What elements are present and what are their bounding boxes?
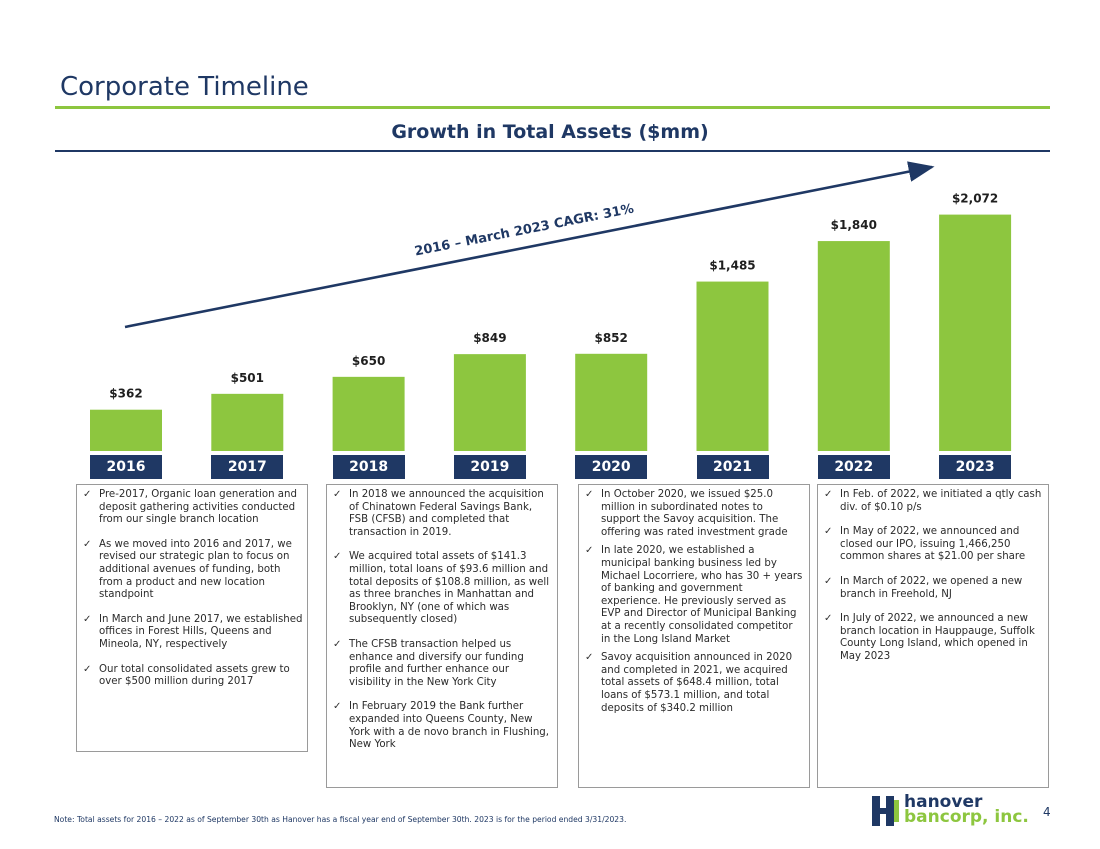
timeline-column-2016-2017: ✓ Pre-2017, Organic loan generation and d… <box>76 484 308 752</box>
bar-2023 <box>939 214 1012 451</box>
bar-value-label: $650 <box>352 354 385 368</box>
page-number: 4 <box>1043 805 1051 819</box>
bar-value-label: $1,485 <box>709 259 755 273</box>
timeline-bullet-text: Savoy acquisition announced in 2020 and … <box>601 652 793 714</box>
year-tab-2019: 2019 <box>453 455 526 479</box>
timeline-bullet: ✓ As we moved into 2016 and 2017, we revi… <box>81 539 303 602</box>
timeline-bullet: ✓ We acquired total assets of $141.3 mill… <box>331 551 553 627</box>
timeline-bullet-text: Pre-2017, Organic loan generation and de… <box>99 489 297 526</box>
timeline-bullet-text: In October 2020, we issued $25.0 million… <box>601 489 788 538</box>
checkmark-icon: ✓ <box>824 526 833 538</box>
timeline-bullet: ✓ Pre-2017, Organic loan generation and d… <box>81 489 303 527</box>
timeline-bullet: ✓ In May of 2022, we announced and closed… <box>822 526 1044 564</box>
timeline-bullet: ✓ Savoy acquisition announced in 2020 and… <box>583 652 805 715</box>
bar-2018 <box>332 376 405 451</box>
bar-2016 <box>90 409 162 451</box>
timeline-bullet: ✓ In October 2020, we issued $25.0 millio… <box>583 489 805 539</box>
bar-value-label: $362 <box>109 387 142 401</box>
year-tab-2022: 2022 <box>817 455 890 479</box>
timeline-bullet-text: In May of 2022, we announced and closed … <box>840 526 1026 563</box>
checkmark-icon: ✓ <box>333 551 342 563</box>
timeline-bullet-text: Our total consolidated assets grew to ov… <box>99 663 290 688</box>
timeline-column-2018-2019: ✓ In 2018 we announced the acquisition of… <box>326 484 558 788</box>
bar-2017 <box>211 393 284 451</box>
checkmark-icon: ✓ <box>83 489 92 500</box>
bar-value-label: $852 <box>594 331 627 345</box>
year-tab-2018: 2018 <box>332 455 405 479</box>
bar-2020 <box>575 353 648 451</box>
checkmark-icon: ✓ <box>585 545 594 557</box>
timeline-bullet-text: In February 2019 the Bank further expand… <box>349 701 550 751</box>
hanover-logo-icon <box>872 796 899 826</box>
timeline-bullet: ✓ In February 2019 the Bank further expan… <box>331 701 553 751</box>
checkmark-icon: ✓ <box>824 613 833 625</box>
year-tab-2020: 2020 <box>575 455 648 479</box>
checkmark-icon: ✓ <box>333 489 342 500</box>
timeline-column-2020-2021: ✓ In October 2020, we issued $25.0 millio… <box>578 484 810 788</box>
year-tab-2017: 2017 <box>211 455 284 479</box>
timeline-bullet: ✓ In late 2020, we established a municipa… <box>583 545 805 646</box>
logo-text-bancorp: bancorp, inc. <box>904 807 1029 827</box>
timeline-bullet-text: In July of 2022, we announced a new bran… <box>840 613 1035 662</box>
checkmark-icon: ✓ <box>824 575 833 587</box>
timeline-bullet: ✓ In July of 2022, we announced a new bra… <box>822 613 1044 663</box>
timeline-bullet: ✓ In March of 2022, we opened a new branc… <box>822 576 1044 601</box>
timeline-bullet: ✓ In March and June 2017, we established … <box>81 614 303 652</box>
checkmark-icon: ✓ <box>333 701 342 713</box>
timeline-bullet: ✓ The CFSB transaction helped us enhance … <box>331 639 553 689</box>
chart-title: Growth in Total Assets ($mm) <box>391 121 709 143</box>
checkmark-icon: ✓ <box>83 663 92 675</box>
bar-chart: 2016 – March 2023 CAGR: 31% $362 $501 $650… <box>90 161 1012 451</box>
year-tab-2023: 2023 <box>939 455 1012 479</box>
cagr-trend-arrow <box>124 161 935 329</box>
year-tab-2016: 2016 <box>90 455 162 479</box>
bar-2021 <box>696 281 769 451</box>
timeline-bullet-text: As we moved into 2016 and 2017, we revis… <box>99 538 292 601</box>
bar-value-label: $2,072 <box>952 192 998 206</box>
bar-2019 <box>453 354 526 451</box>
footnote: Note: Total assets for 2016 – 2022 as of… <box>54 815 627 824</box>
timeline-bullet-text: In Feb. of 2022, we initiated a qtly cas… <box>840 489 1042 513</box>
timeline-bullet-text: We acquired total assets of $141.3 milli… <box>349 551 550 626</box>
checkmark-icon: ✓ <box>585 652 594 664</box>
checkmark-icon: ✓ <box>83 538 92 550</box>
bar-value-label: $501 <box>231 371 264 385</box>
year-tab-2021: 2021 <box>696 455 769 479</box>
timeline-bullet-text: In 2018 we announced the acquisition of … <box>349 489 544 538</box>
bar-value-label: $1,840 <box>831 218 877 232</box>
timeline-bullet-text: In March and June 2017, we established o… <box>99 613 303 650</box>
timeline-bullet-text: In March of 2022, we opened a new branch… <box>840 575 1023 600</box>
timeline-column-2022-2023: ✓ In Feb. of 2022, we initiated a qtly ca… <box>817 484 1049 788</box>
timeline-bullet: ✓ In Feb. of 2022, we initiated a qtly ca… <box>822 489 1044 514</box>
timeline-bullet: ✓ Our total consolidated assets grew to o… <box>81 664 303 689</box>
chart-title-divider <box>55 150 1050 152</box>
checkmark-icon: ✓ <box>824 489 833 500</box>
timeline-bullet-text: In late 2020, we established a municipal… <box>601 545 803 645</box>
cagr-annotation: 2016 – March 2023 CAGR: 31% <box>413 202 635 260</box>
checkmark-icon: ✓ <box>333 638 342 650</box>
logo-text-hanover: hanover <box>904 792 983 812</box>
page-title: Corporate Timeline <box>60 72 309 102</box>
checkmark-icon: ✓ <box>83 613 92 625</box>
timeline-bullet: ✓ In 2018 we announced the acquisition of… <box>331 489 553 539</box>
timeline-bullet-text: The CFSB transaction helped us enhance a… <box>349 638 524 688</box>
title-divider <box>55 106 1050 109</box>
bar-2022 <box>817 241 890 451</box>
bar-value-label: $849 <box>473 331 506 345</box>
checkmark-icon: ✓ <box>585 489 594 500</box>
company-logo: hanover bancorp, inc. <box>872 792 1032 830</box>
